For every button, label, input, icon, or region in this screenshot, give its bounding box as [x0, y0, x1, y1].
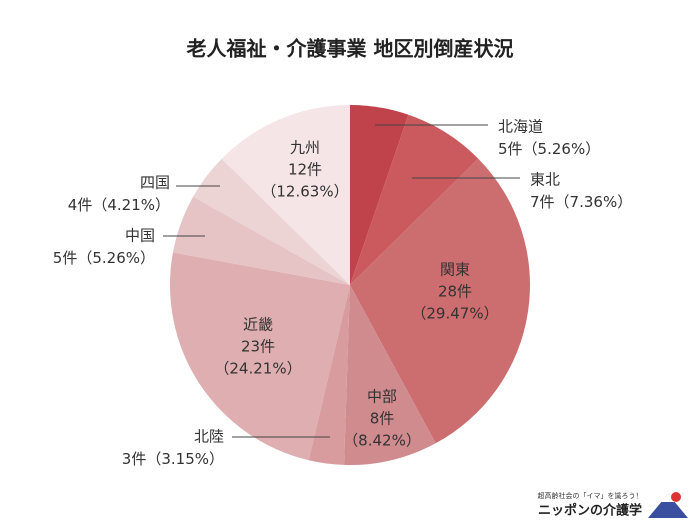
logo-sun — [671, 492, 681, 502]
slice-percent: （3.15%） — [146, 450, 224, 468]
pie-slice — [193, 158, 350, 285]
pie-slice — [350, 105, 409, 285]
slice-label: 九州 — [290, 139, 320, 157]
logo: 超高齢社会の「イマ」を識ろう！ ニッポンの介護学 — [538, 491, 688, 519]
slice-count: 8件 — [370, 410, 395, 428]
slice-value-label: 5件（5.26%） — [498, 140, 600, 158]
slice-count: 28件 — [438, 283, 472, 301]
logo-snow — [661, 494, 675, 502]
slice-value-label: 3件（3.15%） — [122, 450, 224, 468]
slice-value-label: 5件（5.26%） — [53, 249, 155, 267]
slice-label: 四国 — [140, 174, 170, 192]
slice-count: 23件 — [241, 338, 275, 356]
slice-label: 北海道 — [498, 118, 543, 136]
logo-tagline: 超高齢社会の「イマ」を識ろう！ — [538, 491, 643, 500]
pie-slice — [308, 285, 350, 465]
slice-percent: （29.47%） — [411, 305, 498, 323]
slice-count: 5件 — [498, 140, 523, 158]
slice-label: 中部 — [367, 388, 397, 406]
pie-slice — [350, 158, 530, 444]
slice-value-label: 7件（7.36%） — [530, 193, 632, 211]
slice-percent: （7.36%） — [555, 193, 633, 211]
slice-count: 3件 — [122, 450, 147, 468]
slice-count: 4件 — [68, 196, 93, 214]
logo-mountain — [648, 494, 688, 518]
slice-label: 近畿 — [243, 316, 273, 334]
logo-name: ニッポンの介護学 — [538, 503, 642, 519]
pie-slice — [344, 285, 436, 465]
pie-slice — [172, 196, 350, 285]
slice-percent: （8.42%） — [343, 432, 421, 450]
slice-percent: （4.21%） — [92, 196, 170, 214]
chart-title: 老人福祉・介護事業 地区別倒産状況 — [187, 37, 514, 61]
slice-count: 5件 — [53, 249, 78, 267]
slice-count: 7件 — [530, 193, 555, 211]
slice-percent: （12.63%） — [261, 183, 348, 201]
pie-slice — [350, 114, 479, 285]
slice-label: 北陸 — [194, 428, 224, 446]
slice-label: 東北 — [530, 171, 560, 189]
slice-percent: （5.26%） — [77, 249, 155, 267]
slice-percent: （24.21%） — [214, 360, 301, 378]
pie-slice — [221, 105, 350, 285]
slice-value-label: 4件（4.21%） — [68, 196, 170, 214]
slice-count: 12件 — [288, 161, 322, 179]
slice-label: 中国 — [125, 227, 155, 245]
pie-slice — [170, 252, 350, 461]
slice-label: 関東 — [440, 261, 470, 279]
slice-percent: （5.26%） — [523, 140, 601, 158]
